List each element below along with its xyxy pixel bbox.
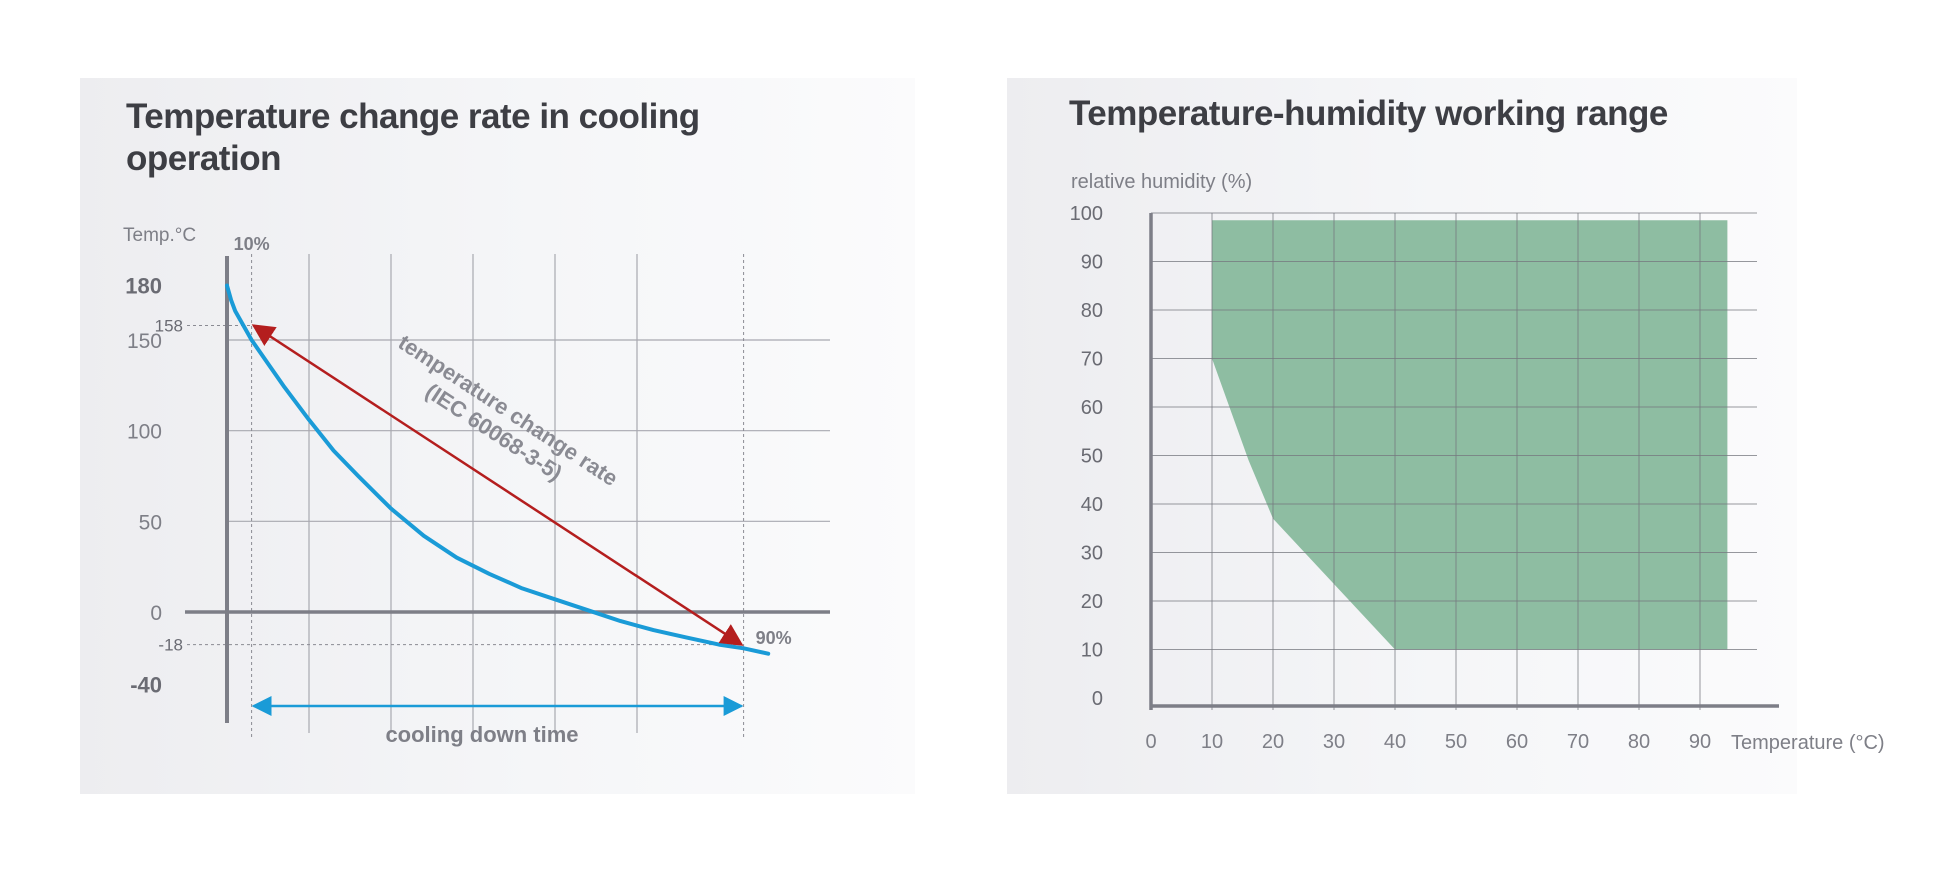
humidity-range-panel: Temperature-humidity working range 0 10 20…: [1007, 78, 1885, 794]
rate-arrow: [251, 324, 744, 646]
reference-label-158: 158: [155, 316, 183, 335]
cooling-y-tick-label: 0: [150, 602, 162, 625]
cooling-y-tick-label: -40: [130, 673, 162, 698]
working-range-area: [1212, 220, 1728, 650]
rate-label-group: temperature change rate(IEC 60068-3-5): [394, 330, 623, 491]
reference-label-minus18: -18: [158, 636, 183, 655]
cooling-curve-line: [225, 283, 771, 656]
cooling-time-label: cooling down time: [385, 722, 578, 747]
humidity-x-tick-label: 70: [1567, 731, 1589, 753]
cooling-rate-chart: temperature change rate(IEC 60068-3-5) 1…: [123, 225, 830, 747]
humidity-x-tick-label: 30: [1323, 731, 1345, 753]
humidity-y-tick-label: 60: [1081, 397, 1103, 419]
cooling-y-tick-label: 150: [127, 330, 162, 353]
cooling-y-axis-label: Temp.°C: [123, 225, 196, 246]
rate-label-line1: temperature change rate: [394, 330, 623, 491]
cooling-chart-title: Temperature change rate in cooling opera…: [126, 97, 700, 178]
humidity-x-tick-label: 90: [1689, 731, 1711, 753]
humidity-y-tick-label: 100: [1070, 203, 1103, 225]
humidity-x-tick-label: 40: [1384, 731, 1406, 753]
marker-label-10-percent: 10%: [234, 234, 270, 254]
marker-label-90-percent: 90%: [756, 628, 792, 648]
cooling-y-tick-label: 100: [127, 421, 162, 444]
humidity-chart-title: Temperature-humidity working range: [1069, 94, 1668, 133]
humidity-y-tick-label: 40: [1081, 494, 1103, 516]
humidity-x-tick-label: 80: [1628, 731, 1650, 753]
humidity-range-chart: 0 10 20 30 40 50 60 70 80 90 100 0 10 20 30 40 50 60 70 80 9…: [1070, 171, 1885, 754]
cooling-y-tick-label: 180: [125, 274, 162, 299]
humidity-y-tick-label: 70: [1081, 349, 1103, 371]
humidity-x-tick-label: 0: [1145, 731, 1156, 753]
humidity-y-tick-label: 90: [1081, 252, 1103, 274]
humidity-x-tick-label: 60: [1506, 731, 1528, 753]
humidity-y-tick-label: 20: [1081, 591, 1103, 613]
humidity-y-tick-label: 10: [1081, 640, 1103, 662]
humidity-y-axis-label: relative humidity (%): [1071, 171, 1252, 193]
humidity-y-tick-label: 50: [1081, 446, 1103, 468]
cooling-y-tick-label: 50: [139, 511, 162, 534]
humidity-y-tick-label: 80: [1081, 300, 1103, 322]
humidity-x-axis-label: Temperature (°C): [1731, 732, 1885, 754]
humidity-x-tick-label: 20: [1262, 731, 1284, 753]
humidity-x-tick-label: 50: [1445, 731, 1467, 753]
humidity-y-tick-label: 0: [1092, 688, 1103, 710]
humidity-x-tick-label: 10: [1201, 731, 1223, 753]
cooling-rate-panel: Temperature change rate in cooling opera…: [80, 78, 915, 794]
humidity-y-tick-label: 30: [1081, 543, 1103, 565]
